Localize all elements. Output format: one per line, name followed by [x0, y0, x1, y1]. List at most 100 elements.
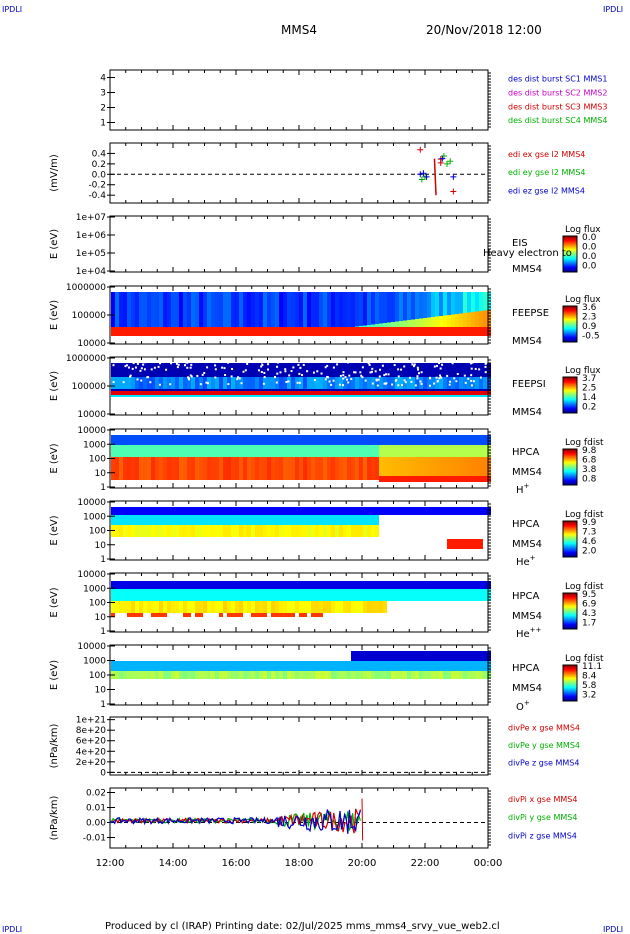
spectrogram-cell: [279, 601, 283, 613]
spectrogram-cell: [163, 377, 167, 389]
spectrogram-cell: [391, 476, 395, 482]
spectrogram-cell: [115, 515, 119, 525]
spectrogram-cell: [139, 445, 143, 457]
spectrogram-cell: [271, 671, 275, 679]
spectrogram-cell: [415, 651, 419, 661]
spectrogram-cell: [411, 589, 415, 601]
spectrogram-cell: [371, 651, 375, 661]
spectrogram-cell: [435, 661, 439, 671]
colorbar-tick-label: 2.0: [582, 547, 597, 557]
spectrogram-cell: [343, 292, 347, 336]
spectrogram-cell: [327, 601, 331, 613]
colorbar-tick-label: 3.6: [582, 303, 597, 313]
spectrogram-cell: [199, 327, 203, 336]
spectrogram-cell: [448, 383, 451, 386]
spectrogram-cell: [179, 661, 183, 671]
spectrogram-cell: [267, 457, 271, 480]
spectrogram-cell: [363, 292, 367, 336]
spectrogram-cell: [455, 457, 459, 480]
spectrogram-cell: [427, 589, 431, 601]
spectrogram-cell: [467, 661, 471, 671]
spectrogram-cell: [400, 384, 403, 387]
spectrogram-cell: [123, 589, 127, 601]
spectrogram-cell: [347, 445, 351, 457]
series-trace: [361, 798, 364, 841]
spectrogram-cell: [171, 391, 175, 395]
spectrogram-cell: [153, 366, 156, 369]
spectrogram-cell: [127, 507, 131, 515]
spectrogram-cell: [191, 391, 195, 395]
spectrogram-cell: [459, 507, 463, 515]
y-tick-label: 10: [95, 686, 107, 696]
spectrogram-cell: [223, 525, 227, 537]
spectrogram-cell: [157, 365, 160, 368]
spectrogram-cell: [195, 613, 199, 617]
spectrogram-cell: [427, 581, 431, 589]
spectrogram-cell: [131, 391, 135, 395]
spectrogram-cell: [447, 435, 451, 445]
spectrogram-cell: [379, 601, 383, 613]
spectrogram-cell: [359, 371, 362, 374]
spectrogram-cell: [279, 377, 283, 389]
spectrogram-cell: [303, 507, 307, 515]
spectrogram-cell: [263, 613, 267, 617]
spectrogram-cell: [355, 525, 359, 537]
spectrogram-cell: [251, 435, 255, 445]
spectrogram-cell: [343, 581, 347, 589]
spectrogram-cell: [139, 671, 143, 679]
spectrogram-cell: [147, 292, 151, 336]
spectrogram-cell: [167, 601, 171, 613]
spectrogram-cell: [403, 507, 407, 515]
spectrogram-cell: [226, 361, 229, 364]
spectrogram-cell: [247, 661, 251, 671]
spectrogram-cell: [159, 525, 163, 537]
spectrogram-cell: [475, 311, 479, 327]
spectrogram-cell: [403, 365, 406, 368]
spectrogram-cell: [115, 377, 119, 389]
spectrogram-cell: [367, 327, 371, 336]
spectrogram-cell: [227, 395, 231, 397]
legend-entry: des dist burst SC3 MMS3: [508, 102, 607, 111]
spectrogram-cell: [195, 292, 199, 336]
spectrogram-cell: [119, 395, 123, 397]
spectrogram-cell: [375, 445, 379, 457]
spectrogram-cell: [175, 589, 179, 601]
spectrogram-cell: [335, 581, 339, 589]
spectrogram-cell: [255, 589, 259, 601]
spectrogram-cell: [147, 589, 151, 601]
spectrogram-cell: [283, 589, 287, 601]
y-tick-label: 1000000: [66, 283, 106, 293]
spectrogram-cell: [143, 445, 147, 457]
spectrogram-cell: [387, 435, 391, 445]
spectrogram-cell: [479, 445, 483, 457]
spectrogram-cell: [169, 383, 172, 386]
spectrogram-cell: [299, 292, 303, 336]
spectrogram-cell: [303, 391, 307, 395]
spectrogram-cell: [283, 601, 287, 613]
spectrogram-cell: [211, 515, 215, 525]
spectrogram-cell: [423, 589, 427, 601]
spectrogram-cell: [335, 515, 339, 525]
spectrogram-cell: [299, 391, 303, 395]
spectrogram-cell: [378, 375, 381, 378]
spectrogram-cell: [391, 589, 395, 601]
spectrogram-cell: [423, 395, 427, 397]
spectrogram-cell: [159, 581, 163, 589]
spectrogram-cell: [371, 435, 375, 445]
spectrogram-cell: [143, 581, 147, 589]
spectrogram-cell: [479, 311, 483, 327]
spectrogram-cell: [407, 445, 411, 457]
spectrogram-cell: [287, 589, 291, 601]
spectrogram-cell: [223, 435, 227, 445]
spectrogram-cell: [175, 457, 179, 480]
spectrogram-cell: [259, 391, 263, 395]
spectrogram-cell: [475, 395, 479, 397]
spectrogram-cell: [395, 391, 399, 395]
panel-side-label: MMS4: [512, 264, 542, 275]
spectrogram-cell: [183, 507, 187, 515]
spectrogram-cell: [419, 671, 423, 679]
y-axis-label: E (eV): [49, 660, 60, 690]
spectrogram-cell: [227, 601, 231, 613]
spectrogram-cell: [295, 457, 299, 480]
spectrogram-cell: [427, 661, 431, 671]
